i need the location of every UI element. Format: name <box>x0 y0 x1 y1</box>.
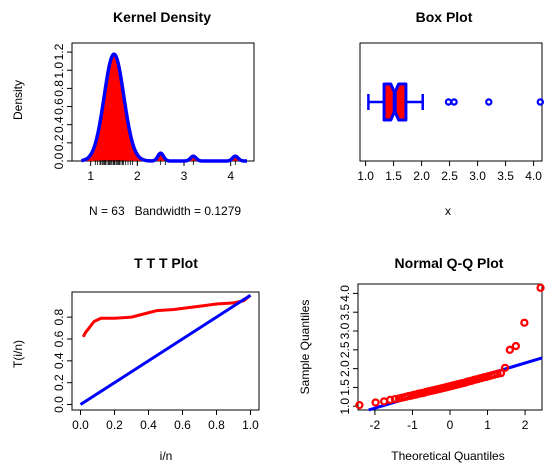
box-plot-xlabel: x <box>445 204 451 218</box>
box-outlier-point <box>536 98 545 106</box>
kde-density-curve <box>80 52 248 163</box>
qq-x-tick-label: -2 <box>370 418 381 432</box>
ttt-x-tick-label: 0.6 <box>174 418 191 432</box>
qq-sample-point <box>496 368 506 378</box>
kde-y-tick-label: 0.2 <box>52 134 66 151</box>
ttt-reference-line <box>79 294 252 406</box>
box-x-tick-label: 2.5 <box>441 169 458 183</box>
qq-sample-point <box>493 369 502 379</box>
kernel-density-title: Kernel Density <box>113 9 211 25</box>
box-plot-axes: 1.0 1.5 2.0 2.5 3.0 3.5 4.0 <box>357 161 542 183</box>
qq-plot-ylabel: Sample Quantiles <box>298 300 312 395</box>
kde-y-tick-label: 0.0 <box>52 152 66 169</box>
box-plot-title: Box Plot <box>416 9 473 25</box>
kde-y-tick-label: 0.8 <box>52 80 66 97</box>
qq-plot-plot-box <box>357 283 543 411</box>
qq-x-tick-label: 1 <box>484 418 491 432</box>
ttt-y-tick-label: 0.0 <box>52 396 66 413</box>
box-plot-marks <box>367 82 545 122</box>
kde-y-tick-label: 1.0 <box>52 62 66 79</box>
ttt-x-tick-label: 0.8 <box>208 418 225 432</box>
qq-y-tick-label: 3.0 <box>338 322 352 339</box>
qq-sample-point <box>520 318 529 327</box>
qq-sample-point <box>505 345 514 354</box>
box-x-tick-label: 3.0 <box>469 169 486 183</box>
ttt-plot-axes: 0.0 0.2 0.4 0.6 0.8 1.0 0.0 0.2 0.4 0.6 0.8 <box>52 308 259 432</box>
qq-sample-point <box>371 398 380 407</box>
kde-x-tick-label: 4 <box>227 169 234 183</box>
ttt-y-tick-label: 0.8 <box>52 308 66 325</box>
kde-x-tick-label: 3 <box>181 169 188 183</box>
box-x-tick-label: 4.0 <box>525 169 542 183</box>
qq-sample-point <box>355 400 364 410</box>
ttt-x-tick-label: 0.4 <box>140 418 157 432</box>
qq-y-tick-label: 3.5 <box>338 304 352 321</box>
ttt-y-tick-label: 0.4 <box>52 352 66 369</box>
ttt-plot-marks <box>79 294 252 406</box>
qq-y-tick-label: 1.0 <box>338 398 352 415</box>
qq-plot-axes: -2 -1 0 1 2 1.0 1.5 2.0 2.5 3.03.5 4.0 <box>338 285 529 432</box>
qq-y-tick-label: 1.5 <box>338 379 352 396</box>
ttt-plot-ylabel: T(i/n) <box>11 340 25 368</box>
qq-plot-marks <box>355 283 545 412</box>
kde-x-tick-label: 1 <box>87 169 94 183</box>
qq-sample-point <box>511 341 521 351</box>
ttt-y-tick-label: 0.6 <box>52 330 66 347</box>
ttt-curve <box>81 294 252 338</box>
ttt-plot-xlabel: i/n <box>160 449 173 463</box>
qq-x-tick-label: -1 <box>407 418 418 432</box>
ttt-x-tick-label: 0.2 <box>106 418 123 432</box>
kernel-density-ylabel: Density <box>11 80 25 120</box>
ttt-y-tick-label: 0.2 <box>52 374 66 391</box>
kernel-density-axes: 1 2 3 4 0.00.20.40.60.81.0 1.2 <box>52 43 234 183</box>
box-outlier-point <box>450 98 458 106</box>
qq-sample-point <box>390 394 400 404</box>
kernel-density-xlabel: N = 63 Bandwidth = 0.1279 <box>89 204 241 218</box>
qq-plot-panel: Normal Q-Q Plot Sample Quantiles Theoret… <box>298 255 545 463</box>
box-outlier-point <box>485 98 493 106</box>
qq-x-tick-label: 0 <box>447 418 454 432</box>
kde-x-tick-label: 2 <box>134 169 141 183</box>
ttt-x-tick-label: 0.0 <box>72 418 89 432</box>
box-x-tick-label: 1.5 <box>385 169 402 183</box>
kde-y-tick-label: 0.4 <box>52 116 66 133</box>
kde-y-tick-label: 1.2 <box>52 43 66 60</box>
qq-plot-title: Normal Q-Q Plot <box>395 255 504 271</box>
box-plot-panel: Box Plot x 1.0 1.5 2.0 2.5 3.0 3.5 4.0 <box>357 9 545 218</box>
box-x-tick-label: 3.5 <box>497 169 514 183</box>
box-x-tick-label: 2.0 <box>413 169 430 183</box>
qq-sample-point <box>536 283 545 292</box>
ttt-x-tick-label: 1.0 <box>242 418 259 432</box>
ttt-plot-plot-box <box>71 291 260 411</box>
box-outlier-point <box>444 98 453 106</box>
ttt-plot-title: T T T Plot <box>134 255 198 271</box>
qq-y-tick-label: 2.5 <box>338 341 352 358</box>
kde-y-tick-label: 0.6 <box>52 98 66 115</box>
qq-y-tick-label: 2.0 <box>338 360 352 377</box>
qq-y-tick-label: 4.0 <box>338 285 352 302</box>
box-x-tick-label: 1.0 <box>357 169 374 183</box>
kernel-density-marks <box>80 52 248 165</box>
ttt-plot-panel: T T T Plot T(i/n) i/n 0.0 0.2 0.4 0.6 0.8 1.0… <box>11 255 260 463</box>
kde-density-area <box>81 54 247 162</box>
kernel-density-panel: Kernel Density Density N = 63 Bandwidth … <box>11 9 255 218</box>
qq-sample-point <box>500 363 510 373</box>
qq-plot-xlabel: Theoretical Quantiles <box>391 449 504 463</box>
qq-x-tick-label: 2 <box>522 418 529 432</box>
